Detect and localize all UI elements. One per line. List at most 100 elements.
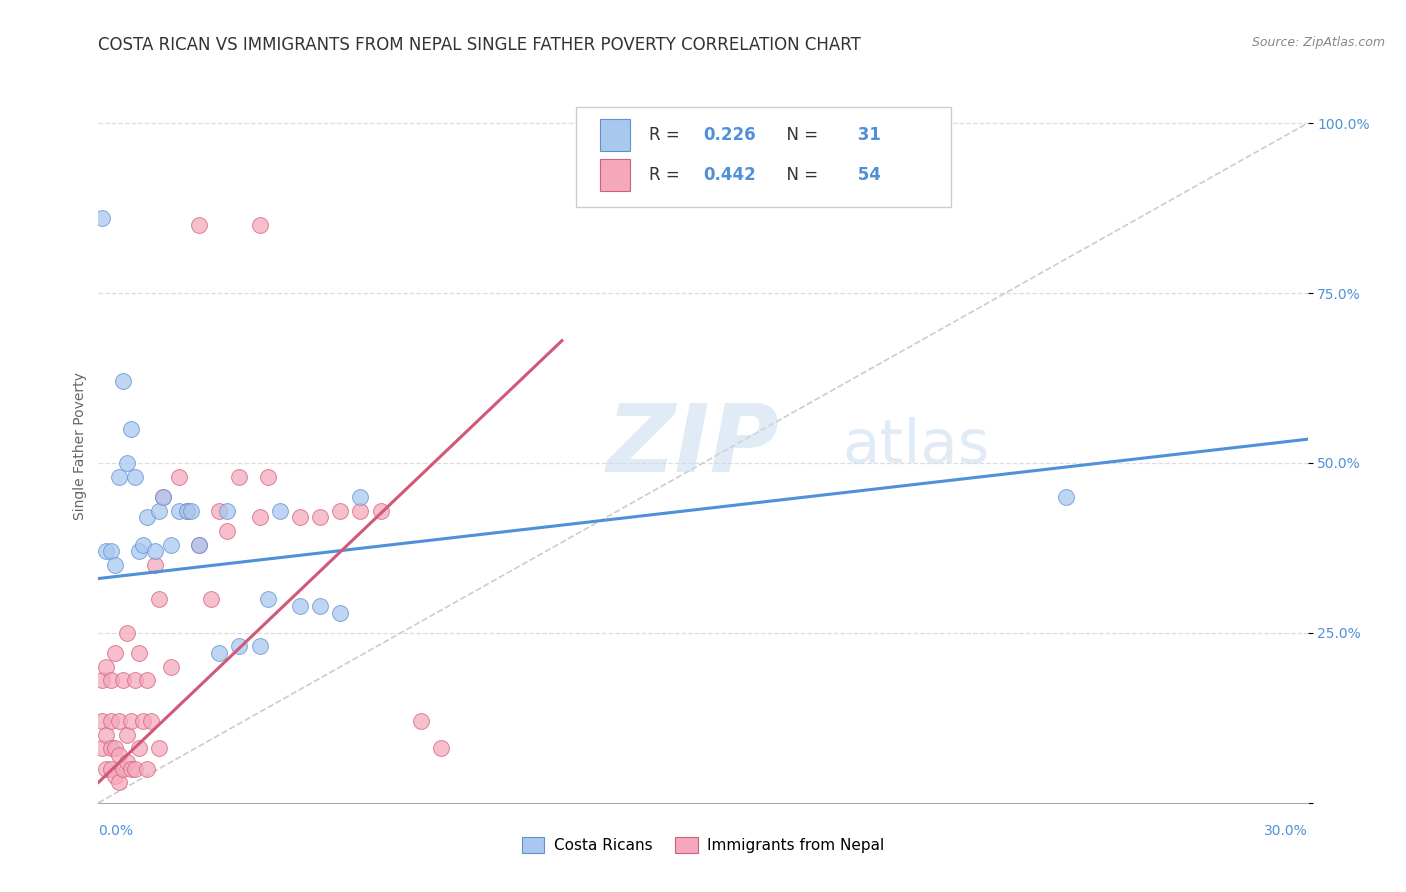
Point — [96, 660, 118, 674]
Text: 31: 31 — [852, 126, 880, 144]
Point — [208, 646, 231, 660]
Point — [208, 503, 231, 517]
Point — [103, 769, 125, 783]
Point — [370, 503, 392, 517]
Point — [107, 775, 129, 789]
Point — [349, 503, 371, 517]
Point — [128, 544, 150, 558]
Text: 0.0%: 0.0% — [98, 824, 134, 838]
Legend: Costa Ricans, Immigrants from Nepal: Costa Ricans, Immigrants from Nepal — [516, 830, 890, 859]
Point — [143, 544, 166, 558]
Point — [329, 606, 352, 620]
Point — [200, 591, 222, 606]
Point — [103, 558, 125, 572]
Point — [430, 741, 453, 756]
Text: COSTA RICAN VS IMMIGRANTS FROM NEPAL SINGLE FATHER POVERTY CORRELATION CHART: COSTA RICAN VS IMMIGRANTS FROM NEPAL SIN… — [98, 36, 862, 54]
Text: Source: ZipAtlas.com: Source: ZipAtlas.com — [1251, 36, 1385, 49]
Point — [152, 490, 174, 504]
Point — [288, 599, 311, 613]
Point — [256, 591, 278, 606]
Point — [100, 714, 122, 729]
Point — [309, 599, 332, 613]
Point — [103, 741, 125, 756]
Point — [135, 762, 157, 776]
Point — [124, 673, 146, 688]
Point — [120, 422, 142, 436]
Point — [135, 673, 157, 688]
Point — [249, 640, 271, 654]
Point — [188, 537, 211, 551]
FancyBboxPatch shape — [600, 119, 630, 151]
Point — [128, 741, 150, 756]
Point — [124, 469, 146, 483]
Point — [288, 510, 311, 524]
Point — [148, 741, 170, 756]
Point — [188, 218, 211, 232]
Y-axis label: Single Father Poverty: Single Father Poverty — [73, 372, 87, 520]
Point — [1054, 490, 1077, 504]
Point — [115, 626, 138, 640]
Text: R =: R = — [648, 126, 685, 144]
Point — [160, 660, 183, 674]
Point — [139, 714, 162, 729]
Point — [115, 456, 138, 470]
Point — [143, 558, 166, 572]
Point — [188, 537, 211, 551]
Point — [269, 503, 291, 517]
Point — [96, 728, 118, 742]
Point — [111, 673, 134, 688]
Point — [349, 490, 371, 504]
Point — [167, 469, 190, 483]
Point — [217, 524, 239, 538]
Point — [176, 503, 198, 517]
Point — [107, 748, 129, 763]
Point — [176, 503, 198, 517]
Text: atlas: atlas — [842, 417, 990, 475]
Point — [148, 503, 170, 517]
FancyBboxPatch shape — [600, 159, 630, 191]
Point — [124, 762, 146, 776]
Point — [249, 218, 271, 232]
Text: 0.442: 0.442 — [703, 166, 756, 184]
Text: N =: N = — [776, 166, 823, 184]
Point — [256, 469, 278, 483]
Point — [309, 510, 332, 524]
Point — [132, 537, 155, 551]
Point — [329, 503, 352, 517]
Point — [115, 755, 138, 769]
Point — [91, 211, 114, 226]
Point — [91, 741, 114, 756]
Point — [115, 728, 138, 742]
FancyBboxPatch shape — [576, 107, 950, 207]
Text: 0.226: 0.226 — [703, 126, 755, 144]
Point — [107, 714, 129, 729]
Point — [111, 762, 134, 776]
Point — [132, 714, 155, 729]
Point — [91, 714, 114, 729]
Point — [160, 537, 183, 551]
Point — [96, 544, 118, 558]
Point — [91, 673, 114, 688]
Point — [96, 762, 118, 776]
Point — [217, 503, 239, 517]
Point — [100, 762, 122, 776]
Text: 30.0%: 30.0% — [1264, 824, 1308, 838]
Text: ZIP: ZIP — [606, 400, 779, 492]
Point — [409, 714, 432, 729]
Point — [120, 762, 142, 776]
Text: R =: R = — [648, 166, 685, 184]
Point — [148, 591, 170, 606]
Text: N =: N = — [776, 126, 823, 144]
Point — [100, 544, 122, 558]
Point — [100, 741, 122, 756]
Point — [228, 640, 250, 654]
Point — [228, 469, 250, 483]
Point — [135, 510, 157, 524]
Point — [103, 646, 125, 660]
Point — [111, 375, 134, 389]
Point — [128, 646, 150, 660]
Point — [180, 503, 202, 517]
Text: 54: 54 — [852, 166, 880, 184]
Point — [100, 673, 122, 688]
Point — [249, 510, 271, 524]
